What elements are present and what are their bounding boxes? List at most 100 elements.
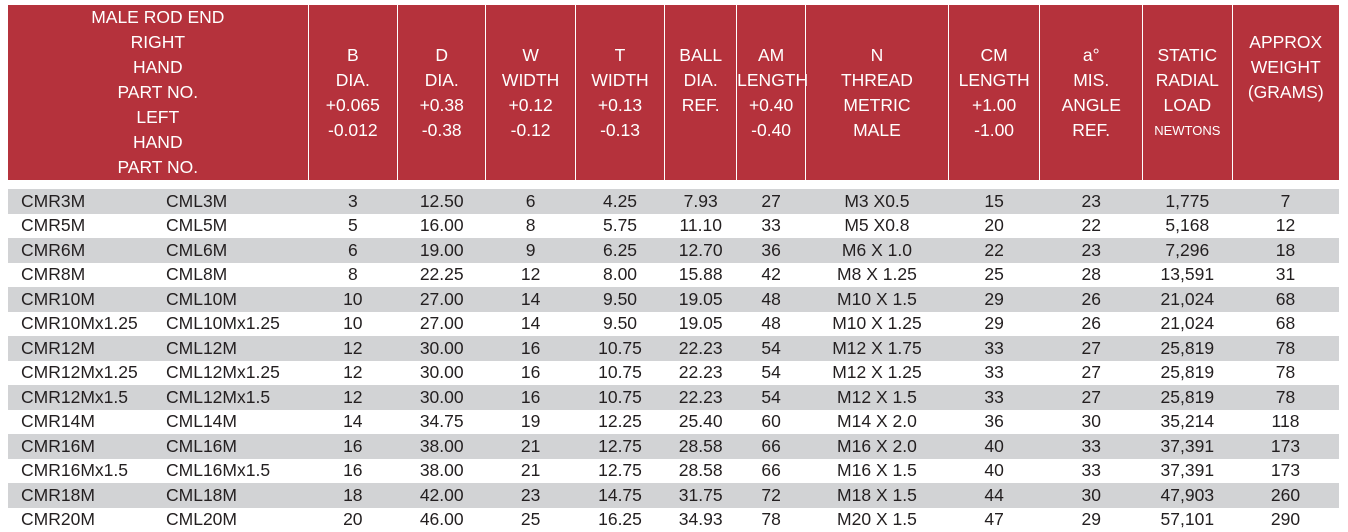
cell-n-thread: M16 X 2.0 xyxy=(806,434,949,459)
cell-w-width: 9 xyxy=(486,238,575,263)
cell-mis-angle: 26 xyxy=(1040,287,1143,312)
cell-b-dia: 20 xyxy=(308,508,397,532)
cell-w-width: 19 xyxy=(486,410,575,435)
cell-cm-length: 33 xyxy=(948,336,1039,361)
cell-t-width: 6.25 xyxy=(575,238,664,263)
cell-right-hand-part-no: CMR8M xyxy=(21,264,166,285)
cell-am-length: 54 xyxy=(737,385,806,410)
header-approx-weight: APPROX WEIGHT (GRAMS) xyxy=(1232,5,1339,180)
cell-t-width: 10.75 xyxy=(575,336,664,361)
header-line: PART NO. xyxy=(8,155,308,180)
header-male-rod-end-title: MALE ROD END xyxy=(8,5,308,30)
header-line: ANGLE xyxy=(1040,93,1142,118)
header-line: -0.40 xyxy=(737,118,805,143)
cell-n-thread: M14 X 2.0 xyxy=(806,410,949,435)
header-line: AM xyxy=(737,43,805,68)
cell-right-hand-part-no: CMR10Mx1.25 xyxy=(21,313,166,334)
cell-right-hand-part-no: CMR18M xyxy=(21,485,166,506)
cell-ball-dia: 19.05 xyxy=(665,312,737,337)
cell-right-hand-part-no: CMR12Mx1.25 xyxy=(21,362,166,383)
cell-cm-length: 20 xyxy=(948,214,1039,239)
cell-ball-dia: 25.40 xyxy=(665,410,737,435)
cell-cm-length: 47 xyxy=(948,508,1039,532)
cell-mis-angle: 28 xyxy=(1040,263,1143,288)
cell-n-thread: M16 X 1.5 xyxy=(806,459,949,484)
cell-am-length: 60 xyxy=(737,410,806,435)
header-line: B xyxy=(309,43,397,68)
cell-approx-weight: 173 xyxy=(1232,434,1339,459)
cell-approx-weight: 12 xyxy=(1232,214,1339,239)
header-line: HAND xyxy=(8,55,308,80)
cell-b-dia: 8 xyxy=(308,263,397,288)
header-line: CM xyxy=(949,43,1039,68)
cell-right-hand-part-no: CMR16Mx1.5 xyxy=(21,460,166,481)
cell-b-dia: 10 xyxy=(308,287,397,312)
header-line: LENGTH xyxy=(737,68,805,93)
cell-t-width: 9.50 xyxy=(575,312,664,337)
cell-d-dia: 27.00 xyxy=(398,312,486,337)
cell-cm-length: 22 xyxy=(948,238,1039,263)
cell-approx-weight: 68 xyxy=(1232,312,1339,337)
cell-cm-length: 40 xyxy=(948,434,1039,459)
cell-d-dia: 16.00 xyxy=(398,214,486,239)
cell-right-hand-part-no: CMR5M xyxy=(21,215,166,236)
header-line: DIA. xyxy=(309,68,397,93)
cell-right-hand-part-no: CMR12M xyxy=(21,338,166,359)
cell-t-width: 14.75 xyxy=(575,483,664,508)
header-line: +1.00 xyxy=(949,93,1039,118)
cell-left-hand-part-no: CML14M xyxy=(166,411,237,432)
cell-d-dia: 22.25 xyxy=(398,263,486,288)
header-spacer xyxy=(8,180,1339,189)
header-line: a° xyxy=(1040,43,1142,68)
cell-w-width: 25 xyxy=(486,508,575,532)
cell-b-dia: 14 xyxy=(308,410,397,435)
header-line: WIDTH xyxy=(486,68,574,93)
cell-w-width: 6 xyxy=(486,189,575,214)
cell-static-radial-load: 7,296 xyxy=(1143,238,1232,263)
cell-n-thread: M5 X0.8 xyxy=(806,214,949,239)
header-w-width: W WIDTH +0.12 -0.12 xyxy=(486,5,575,180)
cell-left-hand-part-no: CML12Mx1.5 xyxy=(166,387,270,408)
cell-static-radial-load: 25,819 xyxy=(1143,385,1232,410)
header-line: DIA. xyxy=(398,68,485,93)
cell-left-hand-part-no: CML3M xyxy=(166,191,227,212)
cell-w-width: 14 xyxy=(486,287,575,312)
cell-left-hand-part-no: CML16M xyxy=(166,436,237,457)
cell-approx-weight: 260 xyxy=(1232,483,1339,508)
cell-mis-angle: 23 xyxy=(1040,238,1143,263)
cell-b-dia: 10 xyxy=(308,312,397,337)
header-line: HAND xyxy=(8,130,308,155)
header-am-length: AM LENGTH +0.40 -0.40 xyxy=(737,5,806,180)
cell-d-dia: 27.00 xyxy=(398,287,486,312)
cell-n-thread: M3 X0.5 xyxy=(806,189,949,214)
cell-ball-dia: 15.88 xyxy=(665,263,737,288)
cell-static-radial-load: 1,775 xyxy=(1143,189,1232,214)
cell-left-hand-part-no: CML12M xyxy=(166,338,237,359)
cell-d-dia: 30.00 xyxy=(398,385,486,410)
header-line: -0.012 xyxy=(309,118,397,143)
cell-cm-length: 25 xyxy=(948,263,1039,288)
cell-mis-angle: 27 xyxy=(1040,336,1143,361)
header-line: (GRAMS) xyxy=(1233,80,1339,105)
cell-left-hand-part-no: CML5M xyxy=(166,215,227,236)
header-ball-dia: BALL DIA. REF. xyxy=(665,5,737,180)
header-line: MIS. xyxy=(1040,68,1142,93)
header-line: REF. xyxy=(1040,118,1142,143)
cell-cm-length: 33 xyxy=(948,361,1039,386)
header-line: +0.38 xyxy=(398,93,485,118)
header-line: -0.12 xyxy=(486,118,574,143)
cell-mis-angle: 29 xyxy=(1040,508,1143,532)
cell-b-dia: 16 xyxy=(308,459,397,484)
cell-w-width: 12 xyxy=(486,263,575,288)
cell-t-width: 4.25 xyxy=(575,189,664,214)
